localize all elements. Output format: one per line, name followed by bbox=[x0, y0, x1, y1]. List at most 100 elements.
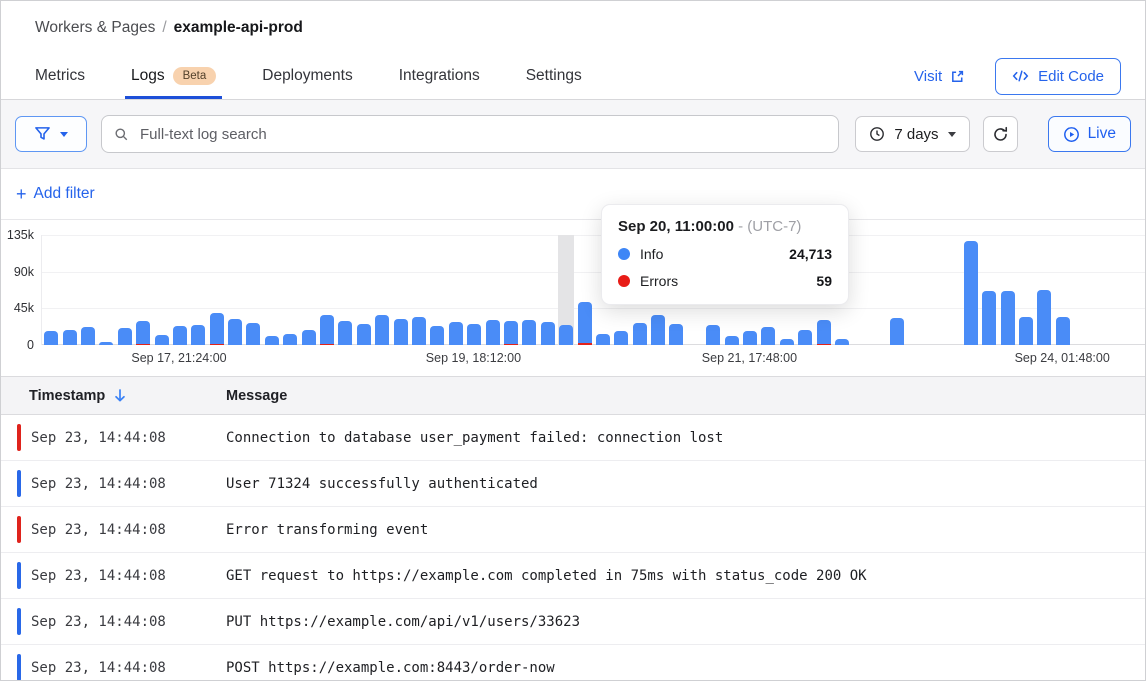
chart-bar-slot[interactable] bbox=[833, 235, 851, 345]
chart-bar-slot[interactable] bbox=[355, 235, 373, 345]
tab-bar: Metrics Logs Beta Deployments Integratio… bbox=[1, 53, 1145, 100]
chart-bar-slot[interactable] bbox=[520, 235, 538, 345]
time-range-button[interactable]: 7 days bbox=[855, 116, 970, 152]
chart-bar-slot[interactable] bbox=[208, 235, 226, 345]
chart-bar-slot[interactable] bbox=[667, 235, 685, 345]
chart-bar-slot[interactable] bbox=[410, 235, 428, 345]
chart-bar-slot[interactable] bbox=[594, 235, 612, 345]
chart-bar-slot[interactable] bbox=[612, 235, 630, 345]
chart-bar-slot[interactable] bbox=[189, 235, 207, 345]
search-input[interactable] bbox=[138, 124, 827, 144]
chart-bar-slot[interactable] bbox=[741, 235, 759, 345]
chart-bar-slot[interactable] bbox=[299, 235, 317, 345]
chart-bar-slot[interactable] bbox=[980, 235, 998, 345]
chart-bar-slot[interactable] bbox=[336, 235, 354, 345]
chart-bar-slot[interactable] bbox=[79, 235, 97, 345]
chart-bar-slot[interactable] bbox=[152, 235, 170, 345]
x-tick-label: Sep 21, 17:48:00 bbox=[701, 351, 798, 365]
chart-bar-slot[interactable] bbox=[42, 235, 60, 345]
chart-bar-slot[interactable] bbox=[722, 235, 740, 345]
chart-bar-slot[interactable] bbox=[502, 235, 520, 345]
chart-bar-slot[interactable] bbox=[116, 235, 134, 345]
play-circle-icon bbox=[1063, 126, 1080, 143]
visit-link[interactable]: Visit bbox=[914, 68, 965, 85]
code-icon bbox=[1012, 69, 1029, 83]
chart-bar-slot[interactable] bbox=[962, 235, 980, 345]
tab-integrations[interactable]: Integrations bbox=[399, 53, 480, 99]
chart-bar-slot[interactable] bbox=[814, 235, 832, 345]
log-table-row[interactable]: Sep 23, 14:44:08 Error transforming event bbox=[1, 507, 1145, 553]
chart-bar-slot[interactable] bbox=[318, 235, 336, 345]
chart-bar-slot[interactable] bbox=[1017, 235, 1035, 345]
chart-bar-slot[interactable] bbox=[281, 235, 299, 345]
info-bar-segment bbox=[467, 323, 482, 345]
log-table-row[interactable]: Sep 23, 14:44:08 GET request to https://e… bbox=[1, 553, 1145, 599]
live-button[interactable]: Live bbox=[1047, 116, 1131, 152]
tab-deployments[interactable]: Deployments bbox=[262, 53, 352, 99]
chart-bar-slot[interactable] bbox=[428, 235, 446, 345]
chart-bar-slot[interactable] bbox=[391, 235, 409, 345]
chart-bar-slot[interactable] bbox=[97, 235, 115, 345]
breadcrumb: Workers & Pages / example-api-prod bbox=[35, 19, 1145, 37]
tab-settings[interactable]: Settings bbox=[526, 53, 582, 99]
chart-bar-slot[interactable] bbox=[870, 235, 888, 345]
chart-bar-slot[interactable] bbox=[134, 235, 152, 345]
refresh-button[interactable] bbox=[982, 116, 1018, 152]
stacked-bar bbox=[356, 323, 371, 345]
chart-bar-slot[interactable] bbox=[226, 235, 244, 345]
log-table-row[interactable]: Sep 23, 14:44:08 POST https://example.com… bbox=[1, 645, 1145, 680]
chart-bar-slot[interactable] bbox=[704, 235, 722, 345]
tooltip-row-info: Info 24,713 bbox=[618, 246, 832, 262]
chart-bar-slot[interactable] bbox=[373, 235, 391, 345]
chart-bar-slot[interactable] bbox=[483, 235, 501, 345]
chart-bar-slot[interactable] bbox=[778, 235, 796, 345]
chart-bar-slot[interactable] bbox=[759, 235, 777, 345]
log-message: User 71324 successfully authenticated bbox=[226, 475, 538, 492]
info-legend-dot bbox=[618, 248, 630, 260]
chart-bar-slot[interactable] bbox=[1090, 235, 1108, 345]
chart-bar-slot[interactable] bbox=[851, 235, 869, 345]
chart-bar-slot[interactable] bbox=[1109, 235, 1127, 345]
chart-bar-slot[interactable] bbox=[943, 235, 961, 345]
info-bar-segment bbox=[246, 323, 261, 345]
add-filter-button[interactable]: + Add filter bbox=[16, 185, 95, 203]
stacked-bar bbox=[651, 314, 666, 345]
log-table-row[interactable]: Sep 23, 14:44:08 PUT https://example.com/… bbox=[1, 599, 1145, 645]
chart-bar-slot[interactable] bbox=[60, 235, 78, 345]
tab-metrics[interactable]: Metrics bbox=[35, 53, 85, 99]
info-count: 24,713 bbox=[789, 246, 832, 262]
hovered-bar-highlight bbox=[557, 235, 575, 345]
chart-bar-slot[interactable] bbox=[1072, 235, 1090, 345]
chart-bar-slot[interactable] bbox=[631, 235, 649, 345]
tab-logs[interactable]: Logs Beta bbox=[124, 53, 223, 99]
chart-bar-slot[interactable] bbox=[263, 235, 281, 345]
chart-bar-slot[interactable] bbox=[1053, 235, 1071, 345]
chart-bar-slot[interactable] bbox=[796, 235, 814, 345]
chart-bar-slot[interactable] bbox=[575, 235, 593, 345]
chart-bar-slot[interactable] bbox=[649, 235, 667, 345]
chart-bar-slot[interactable] bbox=[1035, 235, 1053, 345]
chart-plot bbox=[41, 235, 1145, 345]
chart-bar-slot[interactable] bbox=[171, 235, 189, 345]
filter-menu-button[interactable] bbox=[15, 116, 87, 152]
edit-code-button[interactable]: Edit Code bbox=[995, 57, 1121, 95]
chart-bar-slot[interactable] bbox=[888, 235, 906, 345]
chart-bar-slot[interactable] bbox=[998, 235, 1016, 345]
chart-bar-slot[interactable] bbox=[557, 235, 575, 345]
chart-bar-slot[interactable] bbox=[906, 235, 924, 345]
log-table-row[interactable]: Sep 23, 14:44:08 User 71324 successfully … bbox=[1, 461, 1145, 507]
stacked-bar bbox=[834, 338, 849, 345]
timestamp-column-header[interactable]: Timestamp bbox=[1, 388, 210, 404]
chart-bar-slot[interactable] bbox=[244, 235, 262, 345]
chart-bar-slot[interactable] bbox=[1127, 235, 1145, 345]
log-message: PUT https://example.com/api/v1/users/336… bbox=[226, 613, 581, 630]
log-table-row[interactable]: Sep 23, 14:44:08 Connection to database u… bbox=[1, 415, 1145, 461]
info-bar-segment bbox=[283, 334, 298, 345]
chart-bar-slot[interactable] bbox=[539, 235, 557, 345]
chart-bar-slot[interactable] bbox=[465, 235, 483, 345]
breadcrumb-section[interactable]: Workers & Pages bbox=[35, 19, 156, 36]
log-search[interactable] bbox=[101, 115, 840, 153]
message-column-label: Message bbox=[226, 387, 288, 404]
chart-bar-slot[interactable] bbox=[447, 235, 465, 345]
chart-bar-slot[interactable] bbox=[925, 235, 943, 345]
